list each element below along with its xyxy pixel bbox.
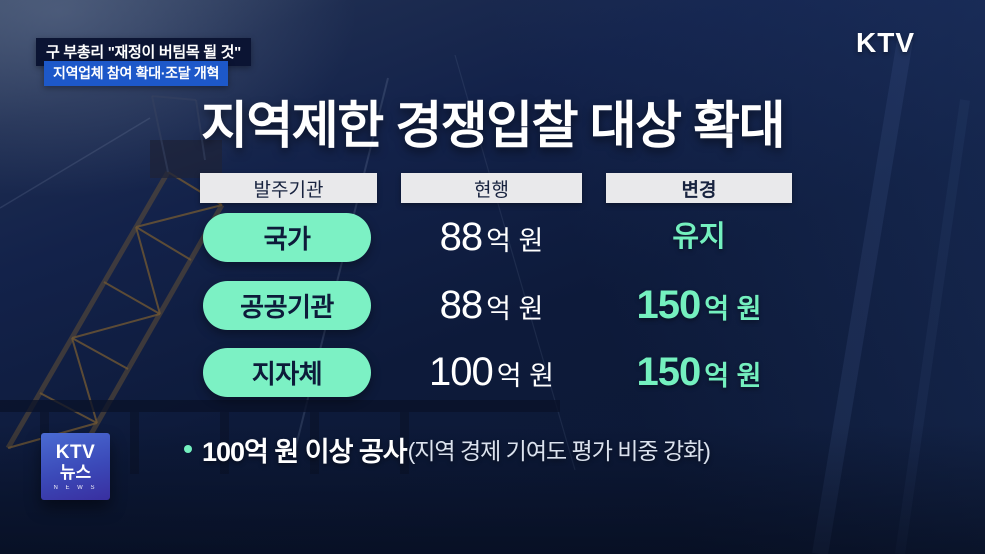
bullet-dot-icon xyxy=(184,445,192,453)
change-unit: 억 원 xyxy=(704,361,762,391)
watermark-news-kr: 뉴스 xyxy=(59,462,92,482)
change-unit: 억 원 xyxy=(704,294,762,324)
change-number: 150 xyxy=(636,283,702,327)
change-keep-text: 유지 xyxy=(672,221,726,253)
column-header-change: 변경 xyxy=(606,173,792,203)
change-value-public-institution: 150 억 원 xyxy=(606,281,792,330)
current-number: 88 xyxy=(439,283,483,327)
footnote-line: 100억 원 이상 공사 (지역 경제 기여도 평가 비중 강화) xyxy=(184,431,711,467)
column-header-current: 현행 xyxy=(401,173,582,203)
ktv-channel-logo: KTV xyxy=(856,27,915,58)
agency-pill-national: 국가 xyxy=(203,213,371,262)
current-value-local-government: 100 억 원 xyxy=(401,348,582,397)
current-unit: 억 원 xyxy=(486,226,544,256)
current-unit: 억 원 xyxy=(496,361,554,391)
watermark-ktv: KTV xyxy=(55,441,96,463)
change-value-local-government: 150 억 원 xyxy=(606,348,792,397)
footnote-paren: (지역 경제 기여도 평가 비중 강화) xyxy=(407,438,711,464)
current-unit: 억 원 xyxy=(486,294,544,324)
headline-badge-secondary: 지역업체 참여 확대·조달 개혁 xyxy=(44,61,229,86)
watermark-news-en: N E W S xyxy=(53,484,98,491)
footnote-bold: 100억 원 이상 공사 xyxy=(202,436,408,467)
column-header-agency: 발주기관 xyxy=(200,173,377,203)
ktv-news-watermark: KTV 뉴스 N E W S xyxy=(41,433,110,500)
agency-pill-local-government: 지자체 xyxy=(203,348,371,397)
current-value-public-institution: 88 억 원 xyxy=(401,281,582,330)
current-value-national: 88 억 원 xyxy=(401,213,582,262)
current-number: 88 xyxy=(439,215,483,259)
current-number: 100 xyxy=(429,350,494,394)
infographic-title: 지역제한 경쟁입찰 대상 확대 xyxy=(200,97,786,154)
agency-pill-public-institution: 공공기관 xyxy=(203,281,371,330)
change-value-national: 유지 xyxy=(606,213,792,262)
change-number: 150 xyxy=(636,350,702,394)
